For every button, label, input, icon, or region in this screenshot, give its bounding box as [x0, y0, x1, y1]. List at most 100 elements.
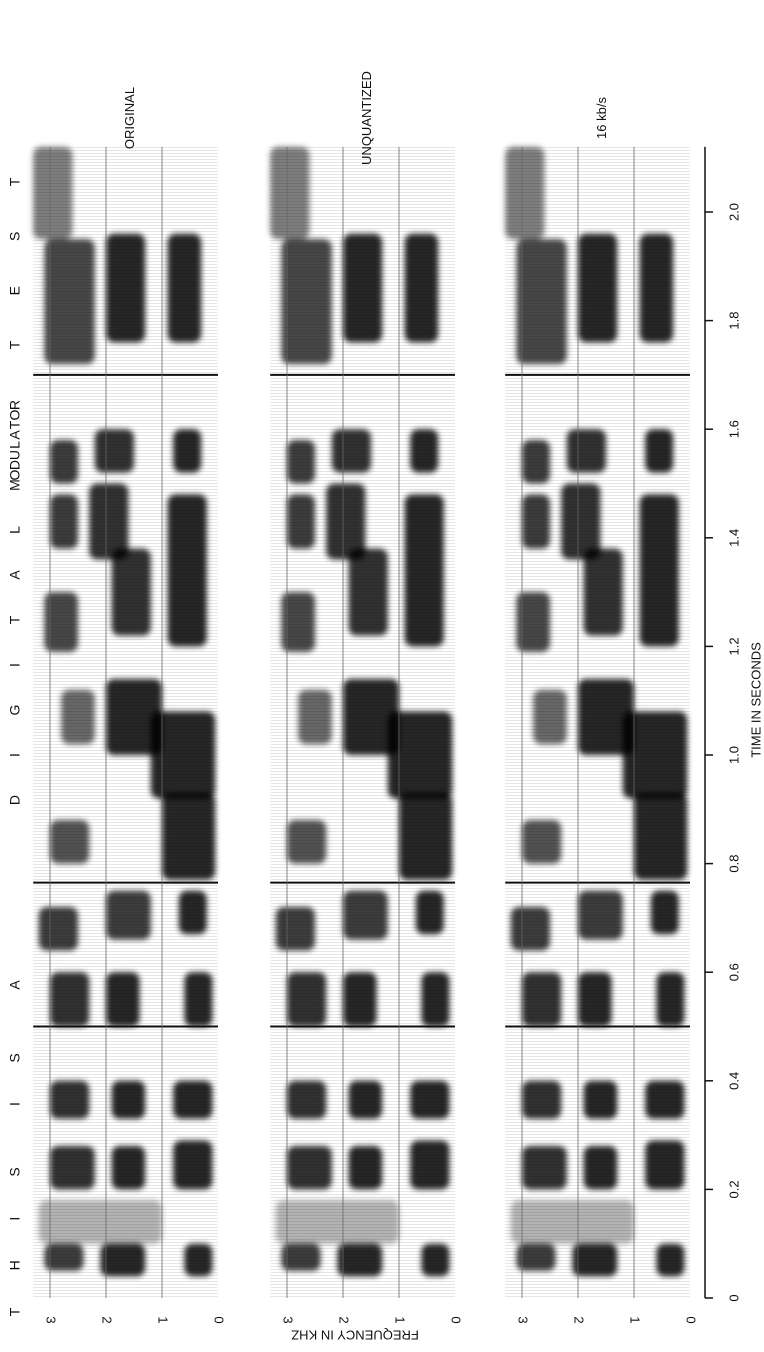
- energy-region: [106, 233, 146, 343]
- phrase-letter: M: [7, 479, 23, 491]
- energy-region: [533, 689, 567, 745]
- energy-region: [275, 1200, 399, 1244]
- phrase-letter: O: [7, 409, 23, 420]
- energy-region: [343, 972, 377, 1027]
- energy-region: [522, 972, 562, 1027]
- energy-region: [510, 1200, 634, 1244]
- spectrogram-panel: [33, 146, 219, 1299]
- phrase-letter: D: [7, 795, 23, 805]
- energy-region: [348, 548, 388, 636]
- energy-region: [33, 146, 73, 240]
- energy-region: [100, 1243, 146, 1277]
- time-tick-label: 0.4: [726, 1072, 741, 1090]
- energy-region: [173, 1080, 213, 1119]
- phrase-letter: I: [7, 753, 23, 757]
- energy-region: [415, 890, 444, 935]
- energy-region: [387, 711, 453, 799]
- frequency-tick-label: 2: [337, 1316, 352, 1323]
- energy-region: [162, 793, 216, 880]
- energy-region: [583, 1145, 618, 1190]
- energy-region: [650, 890, 679, 935]
- energy-region: [173, 1140, 213, 1190]
- phrase-letter: A: [7, 570, 23, 580]
- energy-region: [287, 820, 327, 864]
- energy-region: [331, 429, 371, 473]
- energy-region: [516, 1243, 556, 1271]
- phrase-letter: L: [7, 526, 23, 534]
- energy-region: [421, 1243, 450, 1277]
- phrase-letter: A: [7, 980, 23, 990]
- energy-region: [270, 146, 310, 240]
- energy-region: [404, 233, 439, 343]
- energy-region: [89, 483, 129, 560]
- energy-region: [421, 972, 450, 1027]
- energy-region: [639, 233, 674, 343]
- energy-region: [44, 592, 78, 652]
- spectrogram-panel: [505, 146, 690, 1299]
- energy-region: [94, 429, 134, 473]
- energy-region: [50, 494, 78, 549]
- energy-region: [173, 429, 202, 473]
- energy-region: [348, 1145, 383, 1190]
- energy-region: [566, 429, 606, 473]
- time-tick-label: 1.6: [726, 420, 741, 438]
- energy-region: [275, 907, 315, 951]
- energy-region: [281, 592, 315, 652]
- phrase-letter: T: [7, 420, 23, 429]
- phrase-letter: T: [7, 615, 23, 624]
- energy-region: [522, 820, 562, 864]
- energy-region: [167, 233, 202, 343]
- energy-layer: [270, 146, 453, 1277]
- energy-region: [522, 440, 550, 484]
- phrase-letter: R: [7, 400, 23, 410]
- energy-region: [184, 972, 213, 1027]
- frequency-tick-label: 3: [516, 1316, 531, 1323]
- energy-region: [150, 711, 216, 799]
- energy-region: [287, 494, 315, 549]
- frequency-tick-label: 0: [449, 1316, 464, 1323]
- phrase-letter: U: [7, 450, 23, 460]
- time-tick-label: 0.6: [726, 963, 741, 981]
- energy-region: [298, 689, 332, 745]
- energy-region: [656, 972, 685, 1027]
- energy-region: [50, 972, 90, 1027]
- energy-region: [343, 678, 399, 755]
- energy-region: [404, 494, 444, 647]
- energy-region: [184, 1243, 213, 1277]
- energy-region: [106, 972, 140, 1027]
- energy-region: [510, 907, 550, 951]
- energy-region: [505, 146, 545, 240]
- frequency-axis-label: FREQUENCY IN KHZ: [291, 1328, 419, 1343]
- energy-region: [522, 494, 550, 549]
- energy-region: [38, 907, 78, 951]
- energy-region: [50, 440, 78, 484]
- energy-region: [399, 793, 453, 880]
- phrase-letter: S: [7, 1167, 23, 1176]
- energy-region: [287, 440, 315, 484]
- energy-region: [287, 972, 327, 1027]
- energy-region: [326, 483, 366, 560]
- time-tick-label: 0.2: [726, 1180, 741, 1198]
- time-tick-label: 0: [726, 1294, 741, 1301]
- phrase-letter: S: [7, 232, 23, 241]
- time-axis-label: TIME IN SECONDS: [748, 642, 763, 758]
- phrase-letter: I: [7, 663, 23, 667]
- energy-region: [583, 548, 623, 636]
- energy-region: [410, 1080, 450, 1119]
- energy-region: [111, 1080, 146, 1119]
- energy-region: [516, 239, 567, 365]
- energy-region: [343, 890, 388, 940]
- time-tick-label: 1.0: [726, 746, 741, 764]
- energy-region: [645, 429, 674, 473]
- energy-region: [572, 1243, 618, 1277]
- frequency-tick-label: 1: [628, 1316, 643, 1323]
- frequency-tick-label: 3: [281, 1316, 296, 1323]
- panel-title: UNQUANTIZED: [359, 71, 374, 165]
- frequency-tick-label: 2: [100, 1316, 115, 1323]
- energy-region: [578, 678, 634, 755]
- frequency-tick-label: 3: [44, 1316, 59, 1323]
- energy-region: [44, 239, 95, 365]
- energy-region: [287, 1145, 332, 1190]
- energy-region: [50, 1145, 95, 1190]
- phrase-letter: T: [7, 1307, 23, 1316]
